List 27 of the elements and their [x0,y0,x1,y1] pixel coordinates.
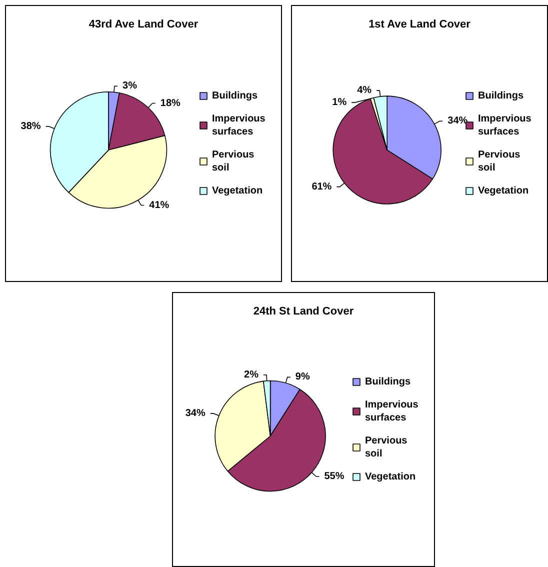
legend-label: Vegetation [212,186,263,196]
chart-title: 24th St Land Cover [253,306,354,318]
data-label: 1% [332,97,347,108]
data-label: 38% [20,120,41,132]
legend-label: Pervious soil [212,150,258,174]
data-label: 61% [312,181,332,192]
legend-label: Vegetation [478,186,529,196]
legend-label: Vegetation [365,472,416,482]
chart-title: 1st Ave Land Cover [368,18,472,30]
data-label: 34% [185,408,206,419]
data-label: 3% [122,80,138,92]
data-label: 55% [324,470,344,482]
data-label: 9% [295,372,310,383]
data-label: 41% [149,200,170,211]
legend-label: Impervious surfaces [478,114,534,138]
data-label: 18% [160,98,181,109]
legend-label: Buildings [478,90,524,102]
legend-label: Impervious surfaces [365,400,422,424]
data-label: 4% [357,85,372,96]
legend-label: Buildings [365,376,411,388]
legend-label: Impervious surfaces [212,114,268,138]
data-label: 34% [448,116,468,127]
data-label: 2% [244,369,259,380]
chart-title: 43rd Ave Land Cover [88,18,199,30]
legend-label: Buildings [212,90,258,102]
legend-label: Pervious soil [365,436,410,460]
legend-label: Pervious soil [478,150,524,174]
